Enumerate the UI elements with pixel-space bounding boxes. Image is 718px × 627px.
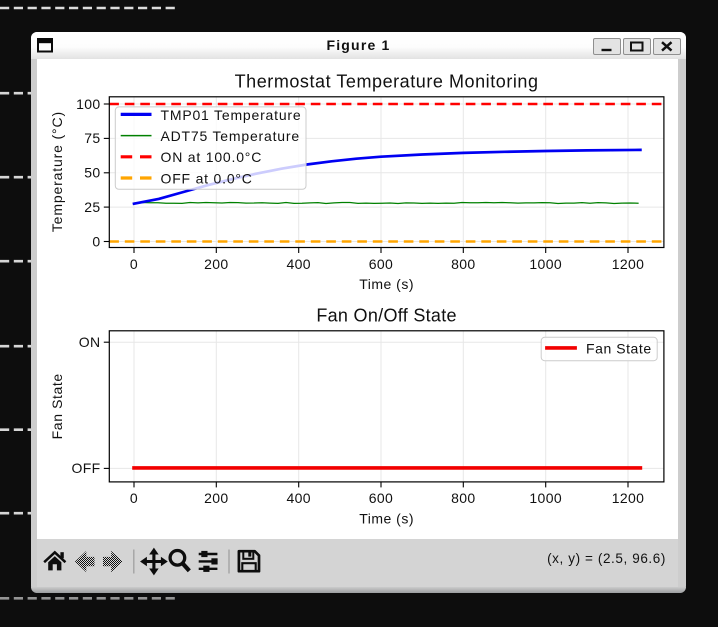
svg-text:(x, y) = (2.5, 96.6): (x, y) = (2.5, 96.6) [547,551,666,566]
svg-text:Time (s): Time (s) [359,276,414,292]
svg-text:800: 800 [451,490,475,506]
svg-text:200: 200 [204,256,228,272]
svg-text:600: 600 [369,490,393,506]
svg-text:Fan On/Off State: Fan On/Off State [316,306,457,326]
svg-text:Thermostat Temperature Monitor: Thermostat Temperature Monitoring [235,72,539,92]
svg-text:Time (s): Time (s) [359,510,414,526]
svg-text:200: 200 [204,490,228,506]
svg-text:Fan State: Fan State [49,373,65,439]
svg-text:Fan State: Fan State [586,341,652,357]
svg-text:1200: 1200 [612,490,645,506]
svg-text:Temperature (°C): Temperature (°C) [49,111,65,232]
svg-text:50: 50 [84,165,100,181]
svg-text:800: 800 [451,256,475,272]
svg-text:0: 0 [92,233,100,249]
svg-text:OFF at 0.0°C: OFF at 0.0°C [161,170,253,186]
svg-text:0: 0 [130,256,138,272]
svg-text:25: 25 [84,199,100,215]
svg-text:ADT75 Temperature: ADT75 Temperature [161,128,300,144]
svg-text:0: 0 [130,490,138,506]
svg-text:1200: 1200 [612,256,645,272]
svg-text:600: 600 [369,256,393,272]
svg-text:OFF: OFF [71,460,100,476]
svg-text:ON: ON [79,334,101,350]
svg-text:400: 400 [286,490,310,506]
svg-text:400: 400 [286,256,310,272]
svg-text:1000: 1000 [529,490,562,506]
svg-text:1000: 1000 [529,256,562,272]
svg-text:75: 75 [84,130,100,146]
svg-text:100: 100 [76,96,100,112]
svg-text:ON at 100.0°C: ON at 100.0°C [161,149,263,165]
svg-text:TMP01 Temperature: TMP01 Temperature [161,107,302,123]
